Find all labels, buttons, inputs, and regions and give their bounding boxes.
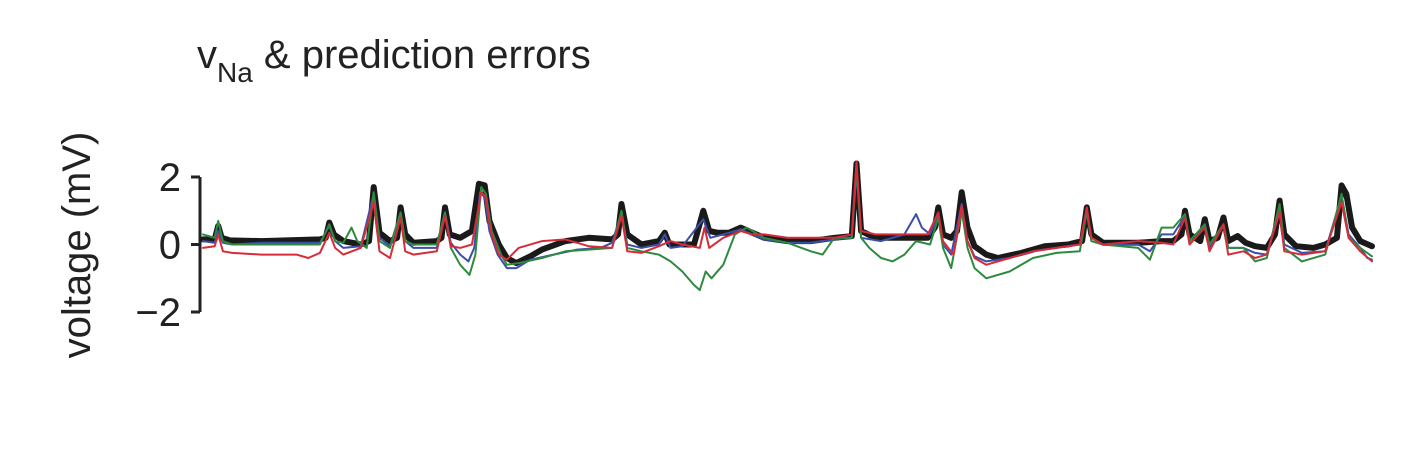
series-line-3 — [202, 165, 1373, 292]
chart-title: vNa & prediction errors — [197, 33, 591, 88]
chart-title-rest: & prediction errors — [253, 33, 591, 77]
series-group — [200, 160, 1375, 292]
chart-title-main: v — [197, 33, 217, 77]
y-axis-label: voltage (mV) — [55, 132, 99, 359]
series-line-4 — [202, 160, 1373, 266]
chart-title-subscript: Na — [217, 57, 253, 88]
y-axis: 2 0 −2 — [135, 156, 202, 335]
y-tick-label: 2 — [159, 156, 181, 200]
y-tick-label: −2 — [135, 291, 181, 335]
y-tick-label: 0 — [159, 224, 181, 268]
